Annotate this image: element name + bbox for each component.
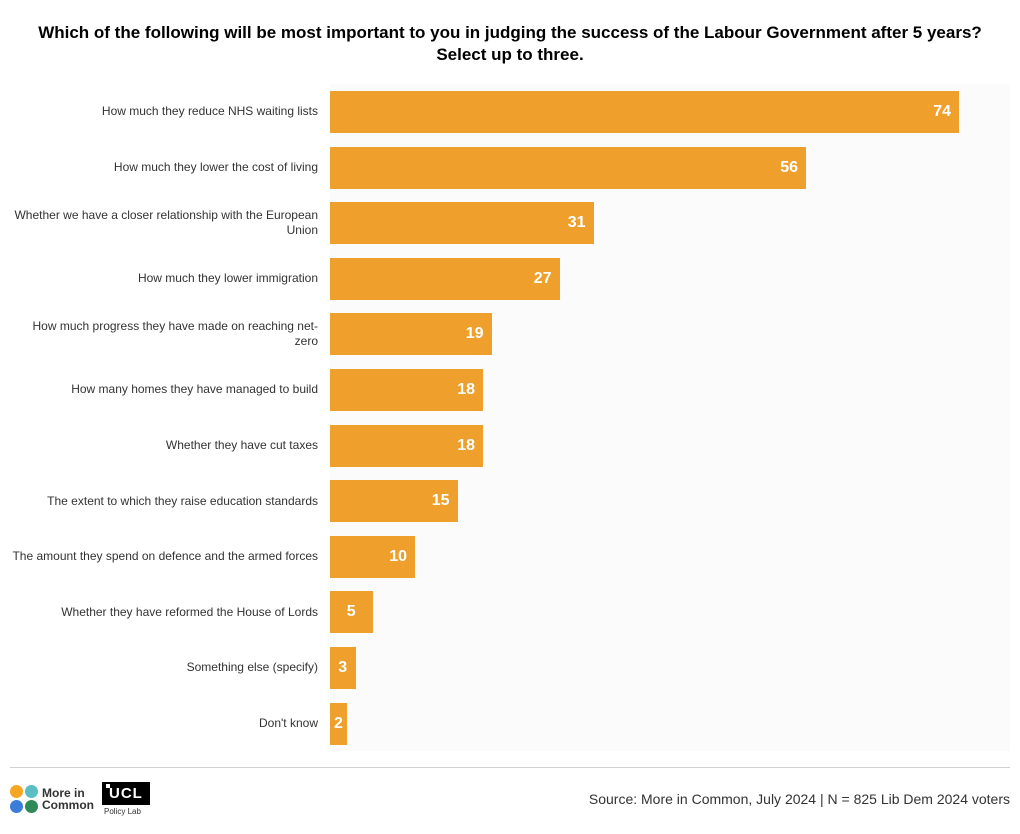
bar-track: 74 — [330, 84, 1010, 140]
bar: 15 — [330, 480, 458, 522]
bar-row: How much progress they have made on reac… — [10, 307, 1010, 363]
bar-value: 31 — [568, 214, 586, 232]
bar-value: 18 — [457, 381, 475, 399]
mic-dots-icon — [10, 785, 38, 813]
more-in-common-logo: More inCommon — [10, 785, 94, 813]
bar-value: 2 — [334, 715, 343, 733]
bar: 56 — [330, 147, 806, 189]
bar-value: 15 — [432, 492, 450, 510]
bar-track: 2 — [330, 696, 1010, 752]
bar-track: 10 — [330, 529, 1010, 585]
bar-row: How much they lower immigration 27 — [10, 251, 1010, 307]
bar: 5 — [330, 591, 373, 633]
bar-value: 18 — [457, 437, 475, 455]
bar-value: 74 — [933, 103, 951, 121]
bar-row: Whether we have a closer relationship wi… — [10, 195, 1010, 251]
bar-row: How much they reduce NHS waiting lists 74 — [10, 84, 1010, 140]
bar-label: How much they lower immigration — [10, 271, 330, 286]
bar: 19 — [330, 313, 492, 355]
bar-track: 19 — [330, 307, 1010, 363]
bar-row: Whether they have reformed the House of … — [10, 585, 1010, 641]
bar-value: 5 — [347, 603, 356, 621]
bar-track: 56 — [330, 140, 1010, 196]
bar-track: 18 — [330, 362, 1010, 418]
bar: 3 — [330, 647, 356, 689]
bar-row: The amount they spend on defence and the… — [10, 529, 1010, 585]
chart-footer: More inCommon UCL Policy Lab Source: Mor… — [10, 767, 1010, 816]
bar-track: 18 — [330, 418, 1010, 474]
bar-label: How many homes they have managed to buil… — [10, 382, 330, 397]
bar: 18 — [330, 425, 483, 467]
bars-area: How much they reduce NHS waiting lists 74… — [10, 84, 1010, 751]
bar-label: Something else (specify) — [10, 660, 330, 675]
bar-row: The extent to which they raise education… — [10, 473, 1010, 529]
bar: 10 — [330, 536, 415, 578]
bar: 2 — [330, 703, 347, 745]
source-text: Source: More in Common, July 2024 | N = … — [589, 791, 1010, 807]
mic-logo-text: More inCommon — [42, 787, 94, 811]
chart-title: Which of the following will be most impo… — [10, 10, 1010, 84]
bar-track: 15 — [330, 473, 1010, 529]
bar-row: How many homes they have managed to buil… — [10, 362, 1010, 418]
bar-track: 27 — [330, 251, 1010, 307]
bar-value: 27 — [534, 270, 552, 288]
bar-value: 10 — [389, 548, 407, 566]
bar-track: 5 — [330, 585, 1010, 641]
bar-row: How much they lower the cost of living 56 — [10, 140, 1010, 196]
bar-label: Don't know — [10, 716, 330, 731]
ucl-logo-box: UCL — [102, 782, 150, 805]
bar-track: 31 — [330, 195, 1010, 251]
bar-value: 3 — [338, 659, 347, 677]
bar: 74 — [330, 91, 959, 133]
bar: 27 — [330, 258, 560, 300]
bar-label: Whether we have a closer relationship wi… — [10, 208, 330, 238]
bar-value: 56 — [780, 159, 798, 177]
ucl-logo: UCL Policy Lab — [102, 782, 150, 816]
bar: 18 — [330, 369, 483, 411]
bar-label: Whether they have cut taxes — [10, 438, 330, 453]
bar-label: Whether they have reformed the House of … — [10, 605, 330, 620]
bar-label: How much progress they have made on reac… — [10, 319, 330, 349]
bar: 31 — [330, 202, 594, 244]
ucl-logo-sub: Policy Lab — [102, 807, 141, 816]
logos-block: More inCommon UCL Policy Lab — [10, 782, 150, 816]
bar-row: Something else (specify) 3 — [10, 640, 1010, 696]
bar-row: Whether they have cut taxes 18 — [10, 418, 1010, 474]
bar-label: The extent to which they raise education… — [10, 494, 330, 509]
bar-row: Don't know 2 — [10, 696, 1010, 752]
bar-value: 19 — [466, 325, 484, 343]
chart-container: Which of the following will be most impo… — [10, 10, 1010, 816]
bar-label: How much they reduce NHS waiting lists — [10, 104, 330, 119]
bar-track: 3 — [330, 640, 1010, 696]
bar-label: The amount they spend on defence and the… — [10, 549, 330, 564]
bar-label: How much they lower the cost of living — [10, 160, 330, 175]
